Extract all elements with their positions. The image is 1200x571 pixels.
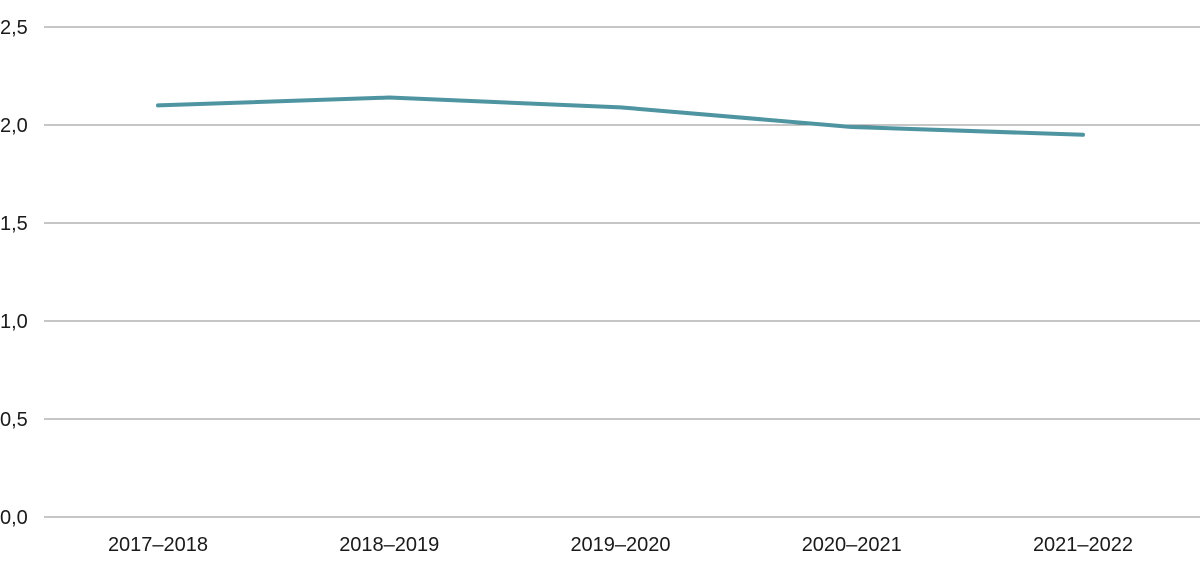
y-tick-label: 2,5 — [0, 17, 28, 39]
y-tick-label: 0,5 — [0, 409, 28, 431]
series-layer — [156, 95, 1085, 137]
y-tick-label: 1,5 — [0, 213, 28, 235]
y-tick-label: 1,0 — [0, 311, 28, 333]
x-tick-label: 2020–2021 — [802, 534, 902, 556]
y-tick-label: 0,0 — [0, 507, 28, 529]
x-axis-tick-labels: 2017–2018 2018–2019 2019–2020 2020–2021 2021… — [108, 534, 1133, 556]
grid-lines — [44, 26, 1200, 518]
x-tick-label: 2017–2018 — [108, 534, 208, 556]
x-tick-label: 2018–2019 — [339, 534, 439, 556]
series-line — [156, 95, 1085, 137]
x-tick-label: 2019–2020 — [570, 534, 670, 556]
x-tick-label: 2021–2022 — [1033, 534, 1133, 556]
y-axis-tick-labels: 0,0 0,5 1,0 1,5 2,0 2,5 — [0, 17, 28, 529]
y-tick-label: 2,0 — [0, 115, 28, 137]
